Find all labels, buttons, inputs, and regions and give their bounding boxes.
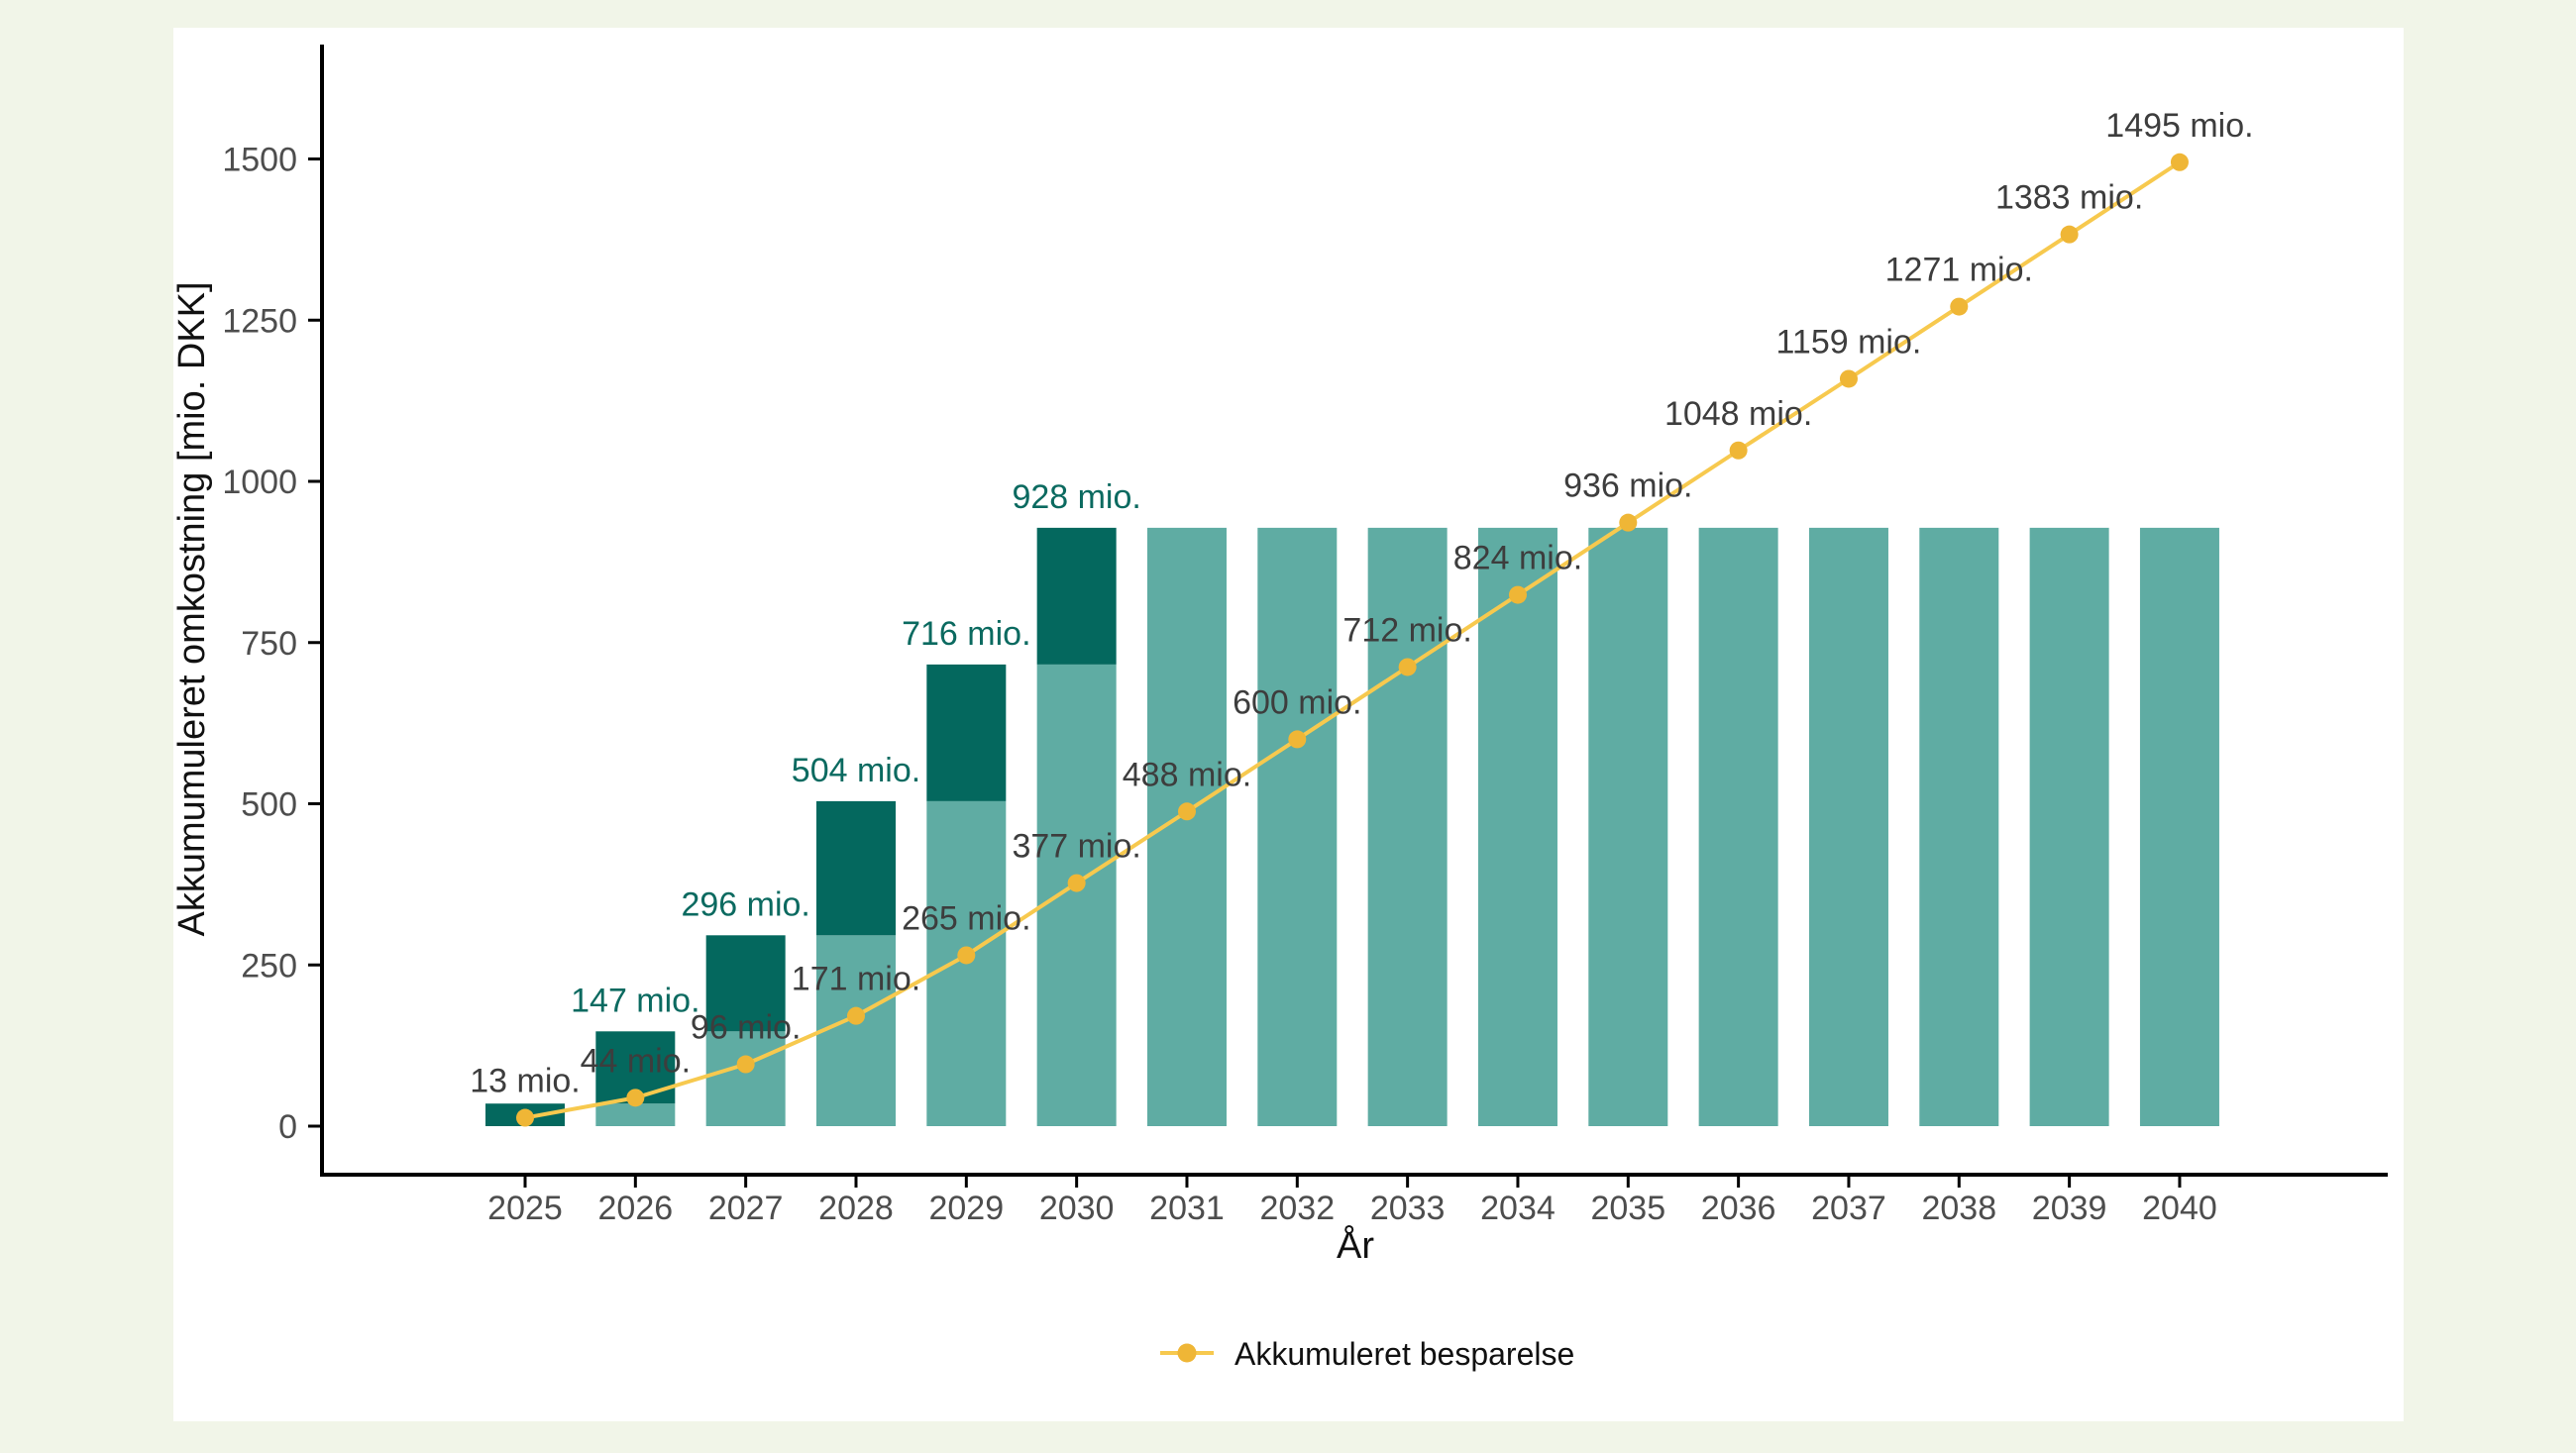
x-tick-label: 2030 xyxy=(1039,1190,1115,1227)
line-value-label: 44 mio. xyxy=(581,1042,692,1080)
bar-value-label: 296 mio. xyxy=(681,885,809,923)
x-tick-label: 2037 xyxy=(1811,1190,1886,1227)
x-tick-label: 2033 xyxy=(1370,1190,1446,1227)
line-value-label: 712 mio. xyxy=(1342,611,1471,649)
bar-light-2037 xyxy=(1808,527,1888,1126)
line-point-2026 xyxy=(626,1089,645,1107)
y-tick-label: 750 xyxy=(241,625,297,663)
x-axis-title: År xyxy=(1337,1223,1374,1267)
bar-dark-2029 xyxy=(926,664,1007,801)
line-value-label: 1048 mio. xyxy=(1664,395,1812,433)
line-point-2030 xyxy=(1067,874,1086,892)
line-point-2029 xyxy=(957,946,976,965)
line-value-label: 377 mio. xyxy=(1012,828,1140,866)
bars-layer xyxy=(485,527,2219,1126)
y-tick-label: 1250 xyxy=(222,302,297,340)
bar-light-2034 xyxy=(1477,527,1557,1126)
line-point-2039 xyxy=(2060,225,2079,244)
line-point-2033 xyxy=(1398,658,1417,676)
line-value-label: 96 mio. xyxy=(691,1009,802,1047)
x-tick-label: 2025 xyxy=(487,1190,563,1227)
x-tick-label: 2040 xyxy=(2142,1190,2217,1227)
line-value-label: 13 mio. xyxy=(470,1063,581,1100)
legend: Akkumuleret besparelse xyxy=(1160,1336,1574,1372)
y-tick-label: 250 xyxy=(241,947,297,985)
bar-light-2030 xyxy=(1036,664,1117,1126)
bar-dark-2028 xyxy=(815,800,896,936)
line-value-label: 824 mio. xyxy=(1453,540,1582,577)
line-value-label: 600 mio. xyxy=(1233,683,1361,721)
y-tick-label: 1000 xyxy=(222,464,297,501)
x-tick-label: 2035 xyxy=(1590,1190,1665,1227)
bar-dark-2027 xyxy=(705,935,786,1032)
bar-light-2032 xyxy=(1257,527,1338,1126)
y-tick-label: 500 xyxy=(241,786,297,824)
line-point-2040 xyxy=(2170,153,2189,171)
x-tick-label: 2032 xyxy=(1259,1190,1335,1227)
line-point-2037 xyxy=(1839,369,1858,388)
line-point-2035 xyxy=(1619,513,1638,532)
y-tick-label: 1500 xyxy=(222,142,297,179)
bar-light-2036 xyxy=(1698,527,1778,1126)
x-tick-label: 2026 xyxy=(598,1190,674,1227)
bar-value-label: 504 mio. xyxy=(792,752,920,789)
line-point-2031 xyxy=(1177,802,1196,821)
line-point-2028 xyxy=(846,1006,865,1025)
bar-light-2026 xyxy=(595,1103,676,1126)
x-tick-label: 2039 xyxy=(2032,1190,2107,1227)
x-tick-label: 2029 xyxy=(928,1190,1004,1227)
line-point-2032 xyxy=(1288,730,1307,749)
y-tick-label: 0 xyxy=(278,1108,297,1146)
line-point-2036 xyxy=(1729,441,1748,460)
x-tick-label: 2036 xyxy=(1701,1190,1776,1227)
bar-light-2035 xyxy=(1588,527,1668,1126)
x-tick-label: 2027 xyxy=(708,1190,784,1227)
line-layer xyxy=(516,153,2189,1127)
x-tick-label: 2028 xyxy=(818,1190,894,1227)
y-axis-title: Akkumumuleret omkostning [mio. DKK] xyxy=(171,281,213,936)
line-value-label: 1383 mio. xyxy=(1995,179,2143,217)
legend-label: Akkumuleret besparelse xyxy=(1234,1336,1574,1372)
bar-value-label: 716 mio. xyxy=(902,615,1030,653)
line-value-label: 171 mio. xyxy=(792,961,920,998)
line-value-label: 936 mio. xyxy=(1563,467,1692,505)
bar-value-label: 147 mio. xyxy=(571,982,699,1019)
line-value-label: 1271 mio. xyxy=(1885,252,2033,289)
line-value-label: 265 mio. xyxy=(902,899,1030,937)
bar-light-2040 xyxy=(2139,527,2219,1126)
bar-light-2039 xyxy=(2029,527,2109,1126)
x-tick-label: 2031 xyxy=(1149,1190,1225,1227)
legend-point-icon xyxy=(1177,1343,1197,1363)
line-point-2025 xyxy=(516,1108,534,1127)
bar-light-2033 xyxy=(1367,527,1448,1126)
x-tick-label: 2038 xyxy=(1921,1190,1996,1227)
data-labels-layer: 13 mio.44 mio.96 mio. 171 mio. 265 mio. 377… xyxy=(470,107,2253,1100)
bar-light-2031 xyxy=(1146,527,1227,1126)
bar-dark-2030 xyxy=(1036,527,1117,665)
bar-light-2038 xyxy=(1919,527,1999,1126)
bar-light-2027 xyxy=(705,1031,786,1126)
line-value-label: 1495 mio. xyxy=(2105,107,2253,145)
line-value-label: 1159 mio. xyxy=(1776,323,1922,361)
x-tick-label: 2034 xyxy=(1480,1190,1556,1227)
axes-layer: 0 250 500 750 1000 1250 1500 2025 2026 2027 2028 20… xyxy=(222,45,2388,1227)
line-point-2027 xyxy=(736,1055,755,1074)
bar-light-2028 xyxy=(815,935,896,1126)
line-value-label: 488 mio. xyxy=(1123,756,1251,793)
line-point-2034 xyxy=(1508,585,1527,604)
savings-line xyxy=(524,160,2182,1120)
line-point-2038 xyxy=(1950,297,1969,316)
bar-value-label: 928 mio. xyxy=(1012,478,1140,516)
